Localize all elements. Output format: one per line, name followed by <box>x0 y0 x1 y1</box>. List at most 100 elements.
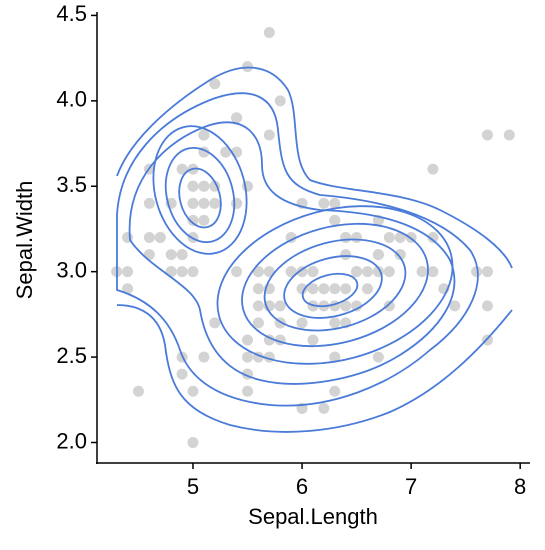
point <box>198 214 210 226</box>
contour <box>152 125 248 255</box>
point <box>318 402 330 414</box>
point <box>372 351 384 363</box>
point <box>176 266 188 278</box>
point <box>242 351 254 363</box>
density-contours <box>116 66 513 433</box>
point <box>209 197 221 209</box>
point <box>318 283 330 295</box>
point <box>340 249 352 261</box>
point <box>307 283 319 295</box>
point <box>351 300 363 312</box>
point <box>143 197 155 209</box>
contour <box>263 238 407 332</box>
point <box>187 437 199 448</box>
point <box>242 385 254 397</box>
point <box>361 266 373 278</box>
point <box>296 266 308 278</box>
point <box>416 266 428 278</box>
x-tick-label: 5 <box>187 474 199 499</box>
contour <box>301 272 359 308</box>
point <box>176 368 188 380</box>
point <box>209 78 221 90</box>
point <box>187 266 199 278</box>
point <box>198 197 210 209</box>
point <box>329 385 341 397</box>
point <box>481 300 493 312</box>
point <box>252 317 264 329</box>
point <box>296 317 308 329</box>
point <box>307 266 319 278</box>
y-tick-label: 4.5 <box>56 1 87 26</box>
contour <box>164 146 236 244</box>
point <box>329 351 341 363</box>
y-tick-label: 2.5 <box>56 343 87 368</box>
x-tick-label: 7 <box>405 474 417 499</box>
point <box>285 266 297 278</box>
point <box>351 266 363 278</box>
point <box>481 266 493 278</box>
contour <box>216 205 454 365</box>
point <box>340 300 352 312</box>
point <box>372 249 384 261</box>
point <box>274 95 286 107</box>
point <box>252 283 264 295</box>
point <box>394 249 406 261</box>
point <box>351 232 363 243</box>
point <box>143 232 155 243</box>
contour <box>116 304 513 433</box>
point <box>307 334 319 346</box>
point <box>449 300 461 312</box>
point <box>220 146 232 158</box>
y-tick-label: 2.0 <box>56 428 87 453</box>
points-layer <box>111 27 515 448</box>
point <box>176 163 188 175</box>
point <box>340 283 352 295</box>
point <box>329 317 341 329</box>
contour <box>178 167 222 229</box>
point <box>329 197 341 209</box>
point <box>122 266 134 278</box>
y-axis-title: Sepal.Width <box>12 181 37 300</box>
point <box>231 112 243 124</box>
point <box>187 180 199 192</box>
contour <box>283 255 383 319</box>
point <box>165 249 177 261</box>
point <box>187 197 199 209</box>
point <box>361 283 373 295</box>
point <box>198 351 210 363</box>
point <box>231 266 243 278</box>
point <box>427 232 439 243</box>
point <box>471 266 483 278</box>
point <box>252 266 264 278</box>
point <box>154 232 166 243</box>
y-tick-label: 3.5 <box>56 172 87 197</box>
point <box>329 283 341 295</box>
point <box>427 266 439 278</box>
point <box>231 197 243 209</box>
point <box>176 249 188 261</box>
point <box>122 283 134 295</box>
x-tick-label: 8 <box>514 474 526 499</box>
point <box>329 214 341 226</box>
point <box>383 300 395 312</box>
point <box>481 129 493 141</box>
point <box>383 266 395 278</box>
point <box>132 385 144 397</box>
point <box>242 334 254 346</box>
point <box>187 385 199 397</box>
point <box>503 129 515 141</box>
contour <box>128 121 456 385</box>
point <box>296 283 308 295</box>
x-axis-title: Sepal.Length <box>248 504 378 529</box>
point <box>263 27 275 38</box>
point <box>252 300 264 312</box>
point <box>187 214 199 226</box>
point <box>274 300 286 312</box>
y-tick-label: 3.0 <box>56 257 87 282</box>
point <box>427 163 439 175</box>
contour <box>241 222 429 348</box>
point <box>394 232 406 243</box>
point <box>209 317 221 329</box>
contour <box>116 66 513 269</box>
x-tick-label: 6 <box>296 474 308 499</box>
